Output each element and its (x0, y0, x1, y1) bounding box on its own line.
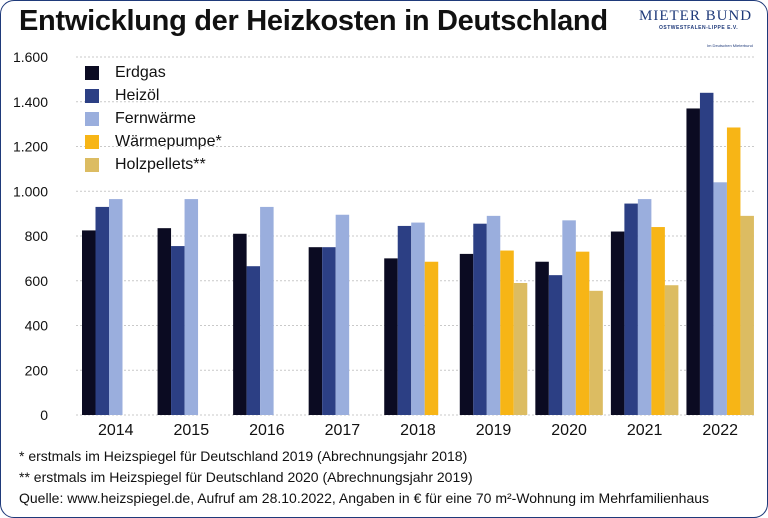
bar (686, 108, 700, 416)
x-tick-label: 2021 (627, 422, 663, 439)
bar (535, 261, 549, 415)
bar (513, 282, 528, 415)
y-tick-label: 1.600 (13, 49, 48, 65)
legend-swatch (85, 88, 99, 103)
legend-item: Fernwärme (85, 107, 222, 130)
bar (664, 285, 679, 415)
bar (610, 231, 625, 415)
bar (157, 228, 172, 415)
bar (486, 215, 501, 415)
bar (575, 251, 590, 415)
legend-label: Wärmepumpe* (115, 132, 222, 150)
bar (322, 247, 336, 415)
bar (82, 230, 96, 415)
logo: MIETER BUND OSTWESTFALEN-LIPPE E.V. Im D… (639, 7, 759, 51)
logo-name: MIETER BUND (639, 8, 753, 24)
bar (260, 206, 274, 415)
bar (308, 247, 323, 415)
legend-swatch (85, 134, 99, 149)
legend-label: Fernwärme (115, 109, 196, 127)
x-tick-label: 2015 (174, 422, 210, 439)
y-tick-label: 400 (25, 318, 49, 334)
bar (459, 253, 474, 415)
legend: Erdgas Heizöl Fernwärme Wärmepumpe* Holzpell… (85, 61, 222, 176)
bar (233, 233, 247, 415)
bar (500, 250, 514, 415)
logo-tagline: Im Deutschen Mieterbund (707, 43, 753, 48)
legend-item: Erdgas (85, 61, 222, 84)
x-tick-label: 2019 (476, 422, 512, 439)
logo-subtitle: OSTWESTFALEN-LIPPE E.V. (659, 25, 739, 31)
x-tick-label: 2014 (98, 422, 134, 439)
bar (562, 220, 576, 415)
x-tick-label: 2017 (325, 422, 361, 439)
bar (651, 227, 665, 415)
bar (740, 215, 754, 415)
footnote-holzpellets: ** erstmals im Heizspiegel für Deutschla… (19, 469, 473, 485)
source-note: Quelle: www.heizspiegel.de, Aufruf am 28… (19, 490, 710, 506)
legend-label: Holzpellets** (115, 155, 206, 173)
x-tick-label: 2016 (249, 422, 285, 439)
legend-item: Wärmepumpe* (85, 130, 222, 153)
bar (726, 127, 741, 415)
bar (184, 199, 199, 415)
footnote-waermepumpe: * erstmals im Heizspiegel für Deutschlan… (19, 448, 468, 464)
bar (109, 199, 123, 415)
bar (624, 203, 638, 415)
footnotes: * erstmals im Heizspiegel für Deutschlan… (19, 446, 709, 509)
legend-label: Erdgas (115, 63, 166, 81)
bar (548, 275, 563, 415)
bar (384, 258, 398, 415)
bar (335, 214, 350, 415)
y-tick-label: 800 (25, 228, 49, 244)
legend-item: Heizöl (85, 84, 222, 107)
y-tick-label: 0 (40, 407, 48, 423)
y-tick-label: 1.000 (13, 183, 48, 199)
y-tick-label: 600 (25, 273, 49, 289)
x-tick-label: 2018 (400, 422, 436, 439)
legend-swatch (85, 111, 99, 126)
legend-item: Holzpellets** (85, 153, 222, 176)
bar (246, 266, 261, 415)
chart-title: Entwicklung der Heizkosten in Deutschlan… (19, 5, 608, 37)
bar (171, 246, 185, 415)
bar (713, 182, 727, 415)
bar (397, 225, 412, 415)
legend-label: Heizöl (115, 86, 160, 104)
x-tick-label: 2020 (551, 422, 587, 439)
y-tick-label: 200 (25, 362, 49, 378)
bar (424, 261, 439, 415)
bar (589, 290, 603, 415)
bar (411, 222, 425, 415)
bar (699, 92, 714, 416)
y-tick-label: 1.200 (13, 139, 48, 155)
legend-swatch (85, 157, 99, 172)
bar (473, 223, 487, 415)
x-tick-label: 2022 (702, 422, 738, 439)
bar (637, 199, 652, 415)
y-tick-label: 1.400 (13, 94, 48, 110)
legend-swatch (85, 65, 99, 80)
bar (95, 206, 109, 415)
bar-chart: 0 200 400 600 800 1.000 1.200 1.400 1.600 2014 201… (13, 49, 756, 439)
